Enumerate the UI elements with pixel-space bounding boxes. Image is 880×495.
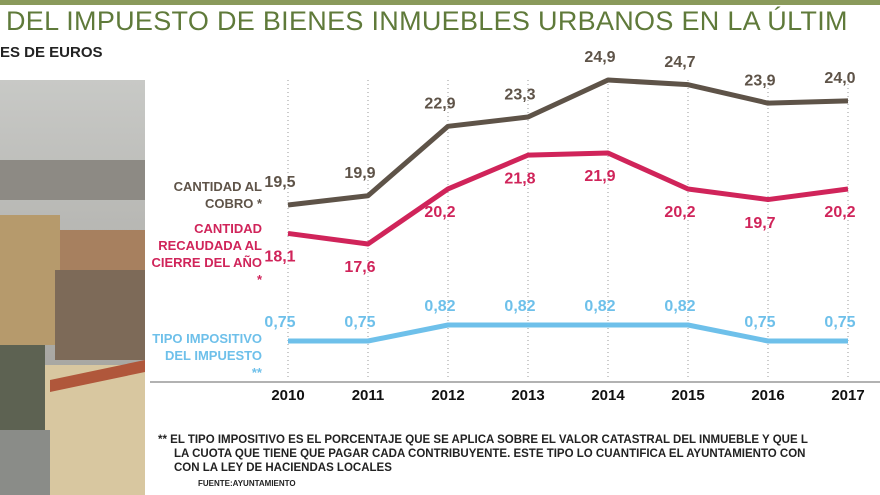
- data-label: 19,5: [264, 174, 295, 191]
- data-label: 18,1: [264, 249, 295, 266]
- data-label: 24,7: [664, 54, 695, 71]
- data-label: 0,82: [424, 298, 455, 315]
- x-tick-label: 2010: [271, 387, 304, 404]
- source: FUENTE:AYUNTAMIENTO: [198, 479, 296, 488]
- footnote: LA CUOTA QUE TIENE QUE PAGAR CADA CONTRI…: [174, 448, 806, 460]
- data-label: 0,82: [584, 298, 615, 315]
- series-label: CANTIDAD RECAUDADA AL CIERRE DEL AÑO *: [151, 221, 262, 287]
- data-label: 23,9: [744, 72, 775, 89]
- series-line: [287, 77, 849, 208]
- series-line: [288, 322, 848, 344]
- data-label: 24,9: [584, 49, 615, 66]
- data-label: 19,7: [744, 215, 775, 232]
- x-tick-label: 2013: [511, 387, 544, 404]
- data-label: 0,82: [504, 298, 535, 315]
- data-label: 20,2: [664, 204, 695, 221]
- series-line: [287, 150, 849, 247]
- x-tick-label: 2011: [352, 387, 385, 404]
- series-label: CANTIDAD AL COBRO *: [173, 179, 262, 211]
- x-tick-label: 2012: [431, 387, 464, 404]
- x-tick-label: 2016: [751, 387, 784, 404]
- x-tick-label: 2015: [671, 387, 704, 404]
- data-label: 0,75: [344, 314, 375, 331]
- x-tick-label: 2014: [591, 387, 625, 404]
- data-label: 24,0: [824, 70, 855, 87]
- data-label: 0,75: [264, 314, 295, 331]
- data-label: 22,9: [424, 96, 455, 113]
- series-label: TIPO IMPOSITIVO DEL IMPUESTO **: [152, 331, 262, 380]
- photo: [0, 80, 145, 495]
- data-label: 17,6: [344, 259, 375, 276]
- data-label: 0,75: [744, 314, 775, 331]
- footnote: ** EL TIPO IMPOSITIVO ES EL PORCENTAJE Q…: [158, 434, 808, 446]
- data-label: 20,2: [424, 204, 455, 221]
- data-label: 0,82: [664, 298, 695, 315]
- chart-title: DEL IMPUESTO DE BIENES INMUEBLES URBANOS…: [6, 6, 848, 36]
- chart-subtitle: ES DE EUROS: [0, 44, 103, 61]
- footnote: CON LA LEY DE HACIENDAS LOCALES: [174, 462, 392, 474]
- data-label: 20,2: [824, 204, 855, 221]
- data-label: 21,8: [504, 170, 535, 187]
- data-label: 21,9: [584, 168, 615, 185]
- top-bar: [0, 0, 880, 5]
- data-label: 23,3: [504, 86, 535, 103]
- x-tick-label: 2017: [831, 387, 864, 404]
- data-label: 19,9: [344, 165, 375, 182]
- data-label: 0,75: [824, 314, 855, 331]
